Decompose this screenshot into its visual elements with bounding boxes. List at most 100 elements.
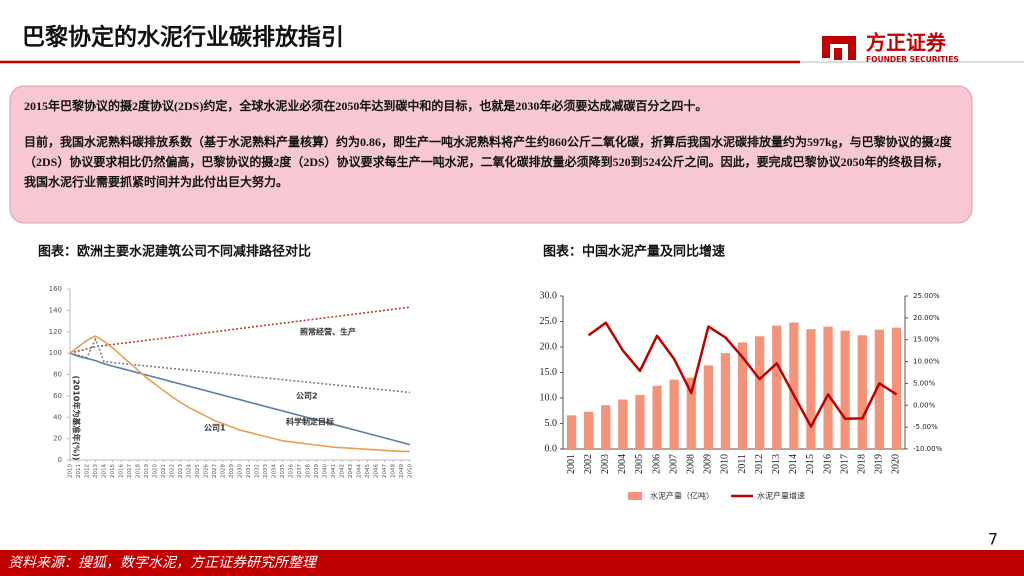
legend-label: 水泥产量（亿吨） [650,491,714,501]
bar [601,405,611,449]
y-tick-label: 25.0 [540,316,558,327]
y2-tick-label: -10.00% [913,445,943,453]
page-number: 7 [988,530,998,549]
bar [635,394,645,449]
x-tick-label: 2015 [110,464,116,478]
x-tick-label: 2009 [703,454,714,474]
x-tick-label: 2047 [382,464,388,478]
x-tick-label: 2032 [255,464,261,478]
x-tick-label: 2015 [805,454,816,474]
bar [618,399,628,449]
y-tick-label: 100 [49,349,62,357]
bar [806,329,816,449]
y-tick-label: 15.0 [540,367,558,378]
x-tick-label: 2010 [68,464,74,478]
x-tick-label: 2038 [306,464,312,478]
x-tick-label: 2020 [153,464,159,478]
x-tick-label: 2044 [357,464,363,478]
y2-tick-label: 5.00% [913,379,936,387]
y-tick-label: 5.0 [545,418,558,429]
x-tick-label: 2026 [204,464,210,478]
x-tick-label: 2035 [280,464,286,478]
x-tick-label: 2011 [737,454,748,474]
y2-tick-label: 15.00% [913,336,940,344]
bar [584,411,594,449]
y-tick-label: 140 [49,306,62,314]
x-tick-label: 2005 [634,454,645,474]
x-tick-label: 2012 [85,464,91,478]
x-tick-label: 2011 [76,464,82,478]
x-tick-label: 2008 [686,454,697,474]
x-tick-label: 2016 [119,464,125,478]
x-tick-label: 2037 [297,464,303,478]
x-tick-label: 2002 [583,454,594,474]
x-tick-label: 2004 [617,454,628,474]
x-tick-label: 2034 [272,464,278,478]
footer-source: 资料来源：搜狐，数字水泥，方正证券研究所整理 [8,555,318,571]
bar [686,377,696,449]
y-tick-label: 0 [58,456,62,464]
x-tick-label: 2036 [289,464,295,478]
x-tick-label: 2040 [323,464,329,478]
y-tick-label: 20 [53,435,62,443]
x-tick-label: 2031 [246,464,252,478]
series-label: 科学制定目标 [286,417,334,427]
x-tick-label: 2007 [668,454,679,474]
y-axis-label: (2010年为基准年(%)) [72,376,82,461]
bar [789,322,799,449]
y-tick-label: 10.0 [540,392,558,403]
x-tick-label: 2019 [144,464,150,478]
x-tick-label: 2050 [408,464,414,478]
x-tick-label: 2020 [891,454,902,474]
x-tick-label: 2014 [788,454,799,474]
bar [755,336,765,449]
x-tick-label: 2028 [221,464,227,478]
summary-box [9,85,973,224]
series-line [69,337,411,394]
series-label: 照常经营、生产 [300,327,356,337]
chart-right: 0.0 5.0 10.0 15.0 20.0 25.0 30.0 -10.00% -5.00% 0… [540,290,943,500]
x-tick-label: 2025 [195,464,201,478]
series-line [69,335,410,453]
x-tick-label: 2012 [754,454,765,474]
bar [737,342,748,449]
bar [652,385,662,449]
x-tick-label: 2041 [331,464,337,478]
bar [772,325,782,449]
bar [891,327,902,449]
bar [703,365,713,449]
y-tick-label: 160 [49,285,62,293]
x-tick-label: 2022 [170,464,176,478]
x-tick-label: 2021 [161,464,167,478]
x-tick-label: 2001 [566,454,577,474]
series-line [69,306,411,354]
bar [669,379,679,449]
y-tick-label: 0.0 [545,443,558,454]
y-tick-label: 80 [53,371,62,379]
x-tick-label: 2045 [365,464,371,478]
x-tick-label: 2018 [136,464,142,478]
legend-swatch [628,492,642,500]
x-tick-label: 2029 [229,464,235,478]
x-tick-label: 2018 [857,454,868,474]
y-tick-label: 60 [53,392,62,400]
bar [823,326,833,449]
summary-paragraph: 目前，我国水泥熟料碳排放系数（基于水泥熟料产量核算）约为0.86，即生产一吨水泥… [24,135,952,189]
x-tick-label: 2019 [874,454,885,474]
x-tick-label: 2013 [771,454,782,474]
legend-label: 水泥产量增速 [757,491,805,501]
x-tick-label: 2043 [348,464,354,478]
slide-title: 巴黎协定的水泥行业碳排放指引 [22,24,344,51]
x-tick-label: 2013 [93,464,99,478]
x-tick-label: 2023 [178,464,184,478]
bar [874,329,884,449]
y2-tick-label: 10.00% [913,358,940,366]
x-tick-label: 2024 [187,464,193,478]
bar [566,415,577,449]
series-line [69,352,411,446]
y-tick-label: 30.0 [540,290,558,301]
chart-title: 图表：中国水泥产量及同比增速 [543,244,725,260]
x-tick-label: 2017 [127,464,133,478]
